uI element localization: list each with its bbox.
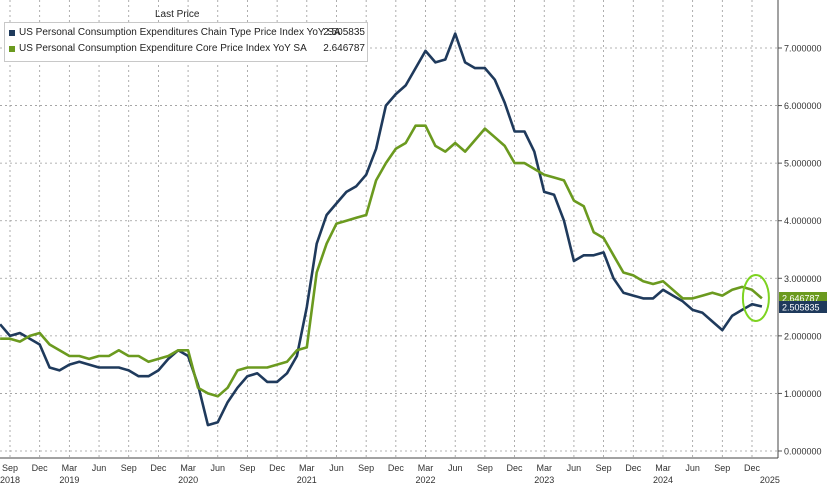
- x-tick-label: Dec: [388, 463, 405, 473]
- x-tick-label: Mar: [62, 463, 78, 473]
- last-value-tag-text: 2.505835: [782, 303, 820, 313]
- x-tick-label: Mar: [299, 463, 315, 473]
- x-tick-label: Jun: [685, 463, 700, 473]
- legend-value: 2.646787: [323, 43, 365, 54]
- y-tick-label: 3.000000: [784, 274, 822, 284]
- legend-label: US Personal Consumption Expenditures Cha…: [19, 27, 341, 38]
- y-tick-label: 0.000000: [784, 447, 822, 457]
- y-tick-label: 1.000000: [784, 389, 822, 399]
- x-tick-label: Jun: [567, 463, 582, 473]
- series-lines: [0, 32, 763, 427]
- x-tick-label: Jun: [211, 463, 226, 473]
- x-tick-label: Dec: [744, 463, 761, 473]
- x-tick-label: Sep: [239, 463, 255, 473]
- x-tick-label: Mar: [536, 463, 552, 473]
- y-tick-label: 7.000000: [784, 44, 822, 54]
- x-tick-label: Sep: [596, 463, 612, 473]
- last-value-tag-text: 2.646787: [782, 294, 820, 304]
- x-year-label: 2020: [178, 475, 198, 485]
- x-year-label: 2022: [416, 475, 436, 485]
- y-tick-label: 6.000000: [784, 101, 822, 111]
- x-tick-label: Jun: [329, 463, 344, 473]
- x-tick-label: Dec: [625, 463, 642, 473]
- x-year-label: 2021: [297, 475, 317, 485]
- x-year-label: 2024: [653, 475, 673, 485]
- x-tick-label: Sep: [477, 463, 493, 473]
- x-year-label: 2025: [760, 475, 780, 485]
- x-tick-label: Dec: [150, 463, 167, 473]
- x-tick-label: Mar: [655, 463, 671, 473]
- y-tick-label: 5.000000: [784, 159, 822, 169]
- x-year-label: 2018: [0, 475, 20, 485]
- legend-entry: US Personal Consumption Expenditure Core…: [9, 42, 365, 55]
- legend-swatch: [9, 29, 15, 36]
- x-tick-label: Dec: [32, 463, 49, 473]
- x-tick-label: Jun: [92, 463, 107, 473]
- legend-entry: US Personal Consumption Expenditures Cha…: [9, 26, 365, 39]
- x-tick-label: Mar: [180, 463, 196, 473]
- axes: [0, 0, 782, 459]
- legend-title: Last Price: [155, 9, 200, 20]
- legend-label: US Personal Consumption Expenditure Core…: [19, 43, 307, 54]
- series-line-1: [0, 124, 763, 398]
- legend-swatch: [9, 45, 15, 52]
- x-tick-label: Sep: [2, 463, 18, 473]
- legend: Last Price US Personal Consumption Expen…: [4, 9, 368, 62]
- last-value-tag-bg: [779, 301, 827, 313]
- x-tick-label: Jun: [448, 463, 463, 473]
- x-year-label: 2023: [534, 475, 554, 485]
- grid-lines: [0, 0, 778, 458]
- x-tick-label: Sep: [121, 463, 137, 473]
- x-tick-label: Dec: [269, 463, 286, 473]
- y-tick-label: 2.000000: [784, 331, 822, 341]
- last-value-tag: 2.505835: [779, 301, 827, 313]
- tick-labels: 0.000000 1.000000 2.000000 3.000000 4.000000…: [0, 44, 822, 486]
- x-tick-label: Dec: [507, 463, 524, 473]
- x-tick-label: Sep: [358, 463, 374, 473]
- y-tick-label: 4.000000: [784, 216, 822, 226]
- x-year-label: 2019: [59, 475, 79, 485]
- highlight-ellipse: [741, 274, 770, 322]
- x-tick-label: Mar: [418, 463, 434, 473]
- series-line-0: [0, 32, 763, 427]
- legend-value: 2.505835: [323, 27, 365, 38]
- x-tick-label: Sep: [714, 463, 730, 473]
